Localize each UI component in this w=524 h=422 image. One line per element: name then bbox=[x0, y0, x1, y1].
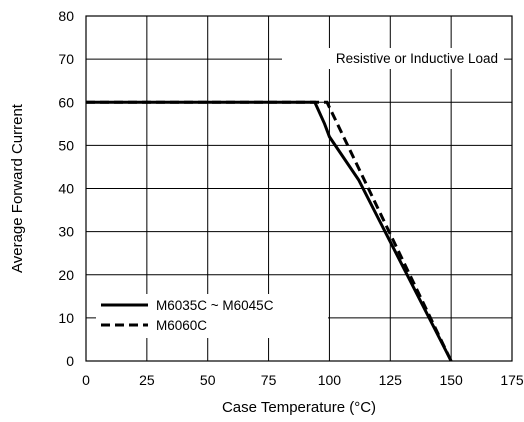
x-tick-label: 0 bbox=[82, 372, 90, 388]
plot-frame bbox=[85, 15, 513, 362]
x-tick-label: 50 bbox=[200, 372, 216, 388]
y-axis-title: Average Forward Current bbox=[9, 103, 26, 273]
legend-label-0: M6035C ~ M6045C bbox=[156, 298, 274, 313]
annotation-text: Resistive or Inductive Load bbox=[336, 51, 498, 66]
x-tick-label: 75 bbox=[261, 372, 277, 388]
annotation: Resistive or Inductive Load bbox=[282, 48, 504, 69]
y-tick-label: 0 bbox=[66, 353, 74, 369]
y-tick-label: 80 bbox=[58, 8, 74, 24]
y-tick-label: 10 bbox=[58, 310, 74, 326]
y-tick-label: 70 bbox=[58, 51, 74, 67]
legend-background bbox=[96, 294, 328, 338]
y-tick-label: 20 bbox=[58, 267, 74, 283]
annotation-background bbox=[282, 48, 504, 69]
y-tick-label: 60 bbox=[58, 94, 74, 110]
x-axis-title: Case Temperature (°C) bbox=[222, 399, 376, 416]
y-tick-label: 30 bbox=[58, 224, 74, 240]
y-tick-label: 50 bbox=[58, 137, 74, 153]
x-tick-label: 175 bbox=[500, 372, 524, 388]
x-tick-label: 150 bbox=[439, 372, 463, 388]
axes: 0 25 50 75 100 125 150 175 0 10 20 30 40 50 60 70 80 bbox=[58, 8, 523, 388]
x-tick-label: 25 bbox=[139, 372, 155, 388]
x-tick-label: 125 bbox=[379, 372, 403, 388]
series-line-1 bbox=[86, 100, 453, 362]
legend-label-1: M6060C bbox=[156, 318, 207, 333]
y-tick-label: 40 bbox=[58, 181, 74, 197]
x-tick-label: 100 bbox=[318, 372, 342, 388]
legend: M6035C ~ M6045C M6060C bbox=[96, 294, 328, 338]
series-lines bbox=[86, 100, 453, 362]
